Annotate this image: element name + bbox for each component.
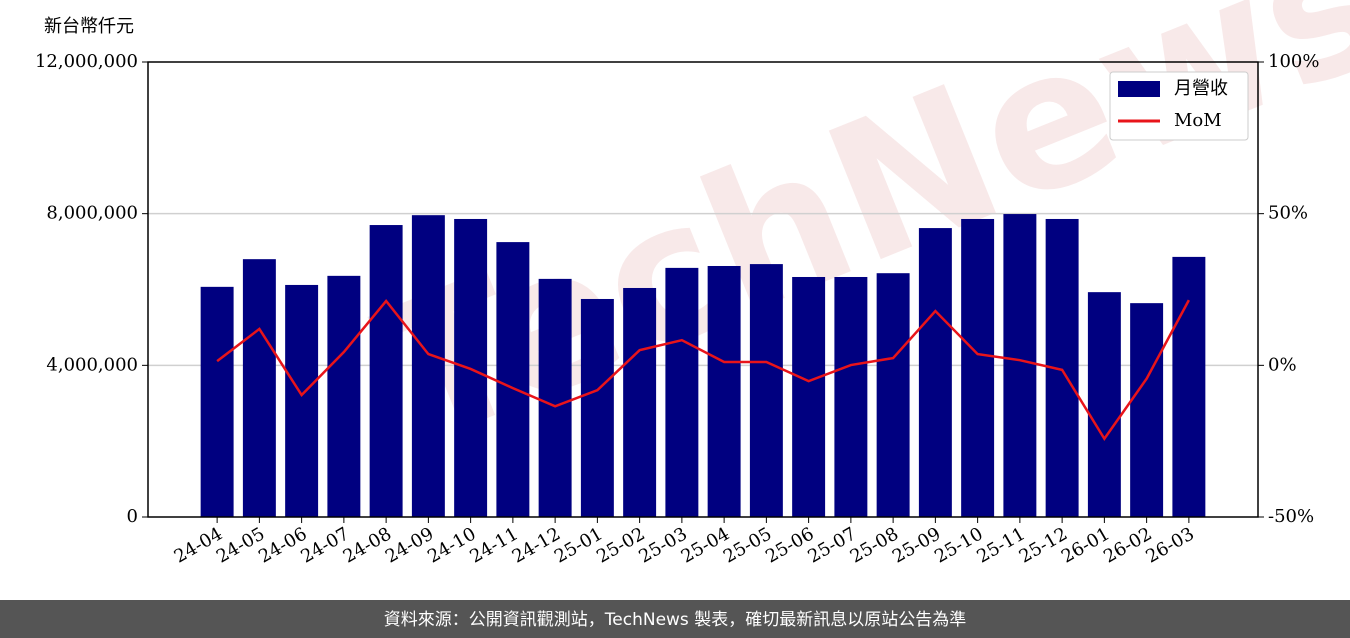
y-tick-label: 8,000,000 (46, 203, 138, 224)
bar (918, 228, 952, 517)
bar (1003, 214, 1037, 517)
bar (876, 273, 910, 517)
bar (369, 225, 403, 517)
footer-band (0, 600, 1350, 638)
bar (707, 265, 741, 517)
legend-label: 月營收 (1174, 78, 1228, 99)
y2-tick-label: -50% (1268, 506, 1314, 527)
y2-tick-label: 0% (1268, 354, 1297, 375)
bar (538, 278, 572, 517)
bar (1172, 256, 1206, 517)
y2-tick-label: 50% (1268, 203, 1308, 224)
bar (285, 284, 319, 517)
bar (749, 264, 783, 517)
bar (792, 276, 826, 517)
bar (834, 276, 868, 517)
bar (200, 286, 234, 517)
bar (961, 218, 995, 517)
bar (327, 275, 361, 517)
plot-frame (147, 61, 1259, 518)
legend-swatch (1118, 81, 1160, 97)
bar (496, 242, 530, 517)
line (216, 299, 1190, 442)
y-tick-label: 12,000,000 (35, 51, 138, 72)
bar (411, 215, 445, 517)
bar (242, 259, 276, 517)
bar (580, 298, 614, 517)
bar (1130, 303, 1164, 517)
y2-tick-label: 100% (1268, 51, 1319, 72)
bar (623, 287, 657, 517)
bar (1087, 292, 1121, 517)
x-tick-label: 26-03 (1142, 523, 1197, 567)
y-axis-label: 新台幣仟元 (44, 16, 134, 37)
bar (665, 267, 699, 517)
footer: 資料來源：公開資訊觀測站，TechNews 製表，確切最新訊息以原站公告為準 (384, 610, 966, 630)
y-tick-label: 4,000,000 (46, 354, 138, 375)
y-tick-label: 0 (127, 506, 138, 527)
legend-label: MoM (1174, 110, 1222, 131)
